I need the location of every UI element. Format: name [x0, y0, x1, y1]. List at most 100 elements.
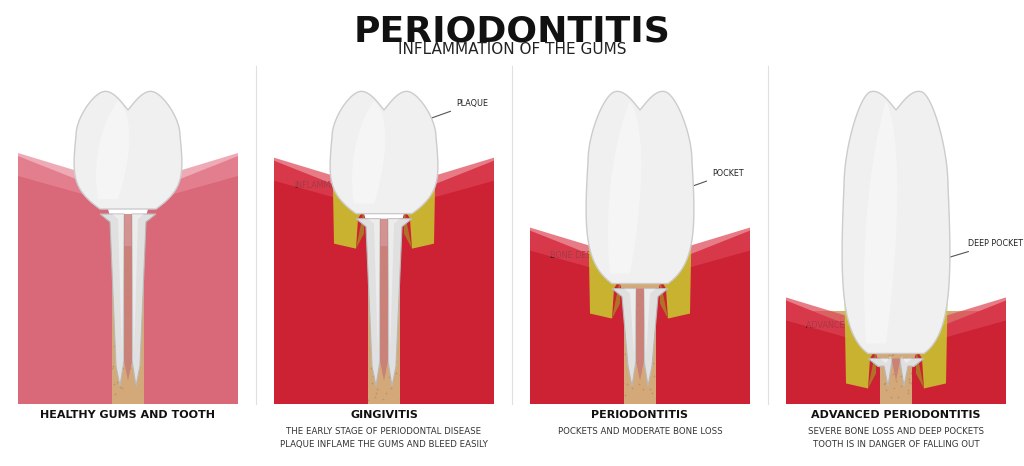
Polygon shape	[74, 91, 182, 209]
Point	[213, 247, 229, 254]
Point	[79, 372, 95, 380]
Point	[923, 324, 939, 332]
Point	[370, 291, 386, 299]
Point	[303, 286, 319, 294]
Point	[103, 364, 120, 371]
Point	[651, 356, 668, 363]
Point	[981, 375, 997, 383]
Point	[369, 308, 385, 315]
Polygon shape	[644, 288, 656, 356]
Point	[790, 350, 806, 358]
Point	[186, 367, 203, 374]
Point	[718, 357, 734, 364]
Point	[675, 280, 691, 288]
Point	[899, 343, 915, 351]
Point	[22, 348, 38, 356]
Point	[195, 296, 211, 303]
Point	[404, 335, 421, 342]
Point	[134, 282, 151, 289]
Point	[297, 277, 313, 285]
Text: INFLAMMATION OF THE GUMS: INFLAMMATION OF THE GUMS	[397, 42, 627, 57]
Point	[877, 380, 893, 388]
Point	[914, 385, 931, 392]
Point	[210, 336, 226, 343]
Point	[91, 294, 108, 302]
Point	[344, 381, 360, 389]
Polygon shape	[916, 259, 948, 389]
Point	[888, 377, 904, 385]
Point	[864, 394, 881, 401]
Point	[901, 331, 918, 338]
Point	[669, 351, 685, 359]
Point	[162, 280, 178, 287]
Point	[138, 352, 155, 359]
Point	[412, 366, 428, 374]
Point	[557, 335, 573, 342]
Point	[345, 250, 361, 257]
Point	[830, 378, 847, 386]
Point	[286, 296, 302, 304]
Point	[606, 330, 623, 338]
Point	[562, 298, 579, 305]
Point	[828, 367, 845, 375]
Point	[66, 324, 82, 331]
Point	[908, 321, 925, 328]
Point	[635, 385, 651, 393]
Point	[438, 303, 455, 310]
Point	[178, 286, 195, 293]
Point	[153, 295, 169, 302]
Point	[903, 379, 920, 387]
Point	[207, 288, 223, 295]
Point	[176, 321, 193, 328]
Point	[162, 337, 178, 344]
Point	[688, 280, 705, 288]
Point	[946, 377, 963, 385]
Point	[303, 377, 319, 385]
Point	[56, 256, 73, 264]
Point	[543, 307, 559, 314]
Point	[402, 301, 419, 308]
Point	[607, 287, 624, 295]
Point	[630, 300, 646, 307]
Point	[982, 317, 998, 325]
Point	[618, 315, 635, 323]
Point	[880, 330, 896, 337]
Point	[956, 385, 973, 392]
Point	[20, 308, 37, 315]
Point	[127, 368, 143, 375]
Point	[32, 361, 48, 368]
Point	[96, 260, 113, 267]
Point	[690, 323, 707, 331]
Point	[589, 355, 605, 363]
Point	[608, 284, 625, 291]
Point	[17, 251, 34, 258]
Point	[308, 264, 325, 271]
Point	[893, 382, 909, 389]
Point	[290, 282, 306, 290]
Polygon shape	[868, 358, 892, 386]
Point	[573, 371, 590, 378]
Point	[861, 375, 878, 383]
Point	[272, 384, 289, 391]
Point	[206, 344, 222, 352]
Point	[332, 278, 348, 286]
Point	[384, 348, 400, 356]
Point	[116, 352, 132, 360]
Polygon shape	[912, 301, 1006, 404]
Point	[428, 367, 444, 375]
Point	[386, 329, 402, 336]
Point	[82, 324, 98, 332]
Point	[793, 345, 809, 353]
Point	[649, 349, 666, 356]
Point	[197, 325, 213, 332]
Point	[681, 349, 697, 356]
Point	[578, 378, 594, 386]
Point	[664, 307, 680, 315]
Point	[139, 391, 156, 398]
Point	[25, 378, 41, 385]
Point	[610, 284, 627, 291]
Point	[424, 388, 440, 395]
Point	[889, 345, 905, 352]
Point	[787, 384, 804, 391]
Point	[645, 372, 662, 379]
